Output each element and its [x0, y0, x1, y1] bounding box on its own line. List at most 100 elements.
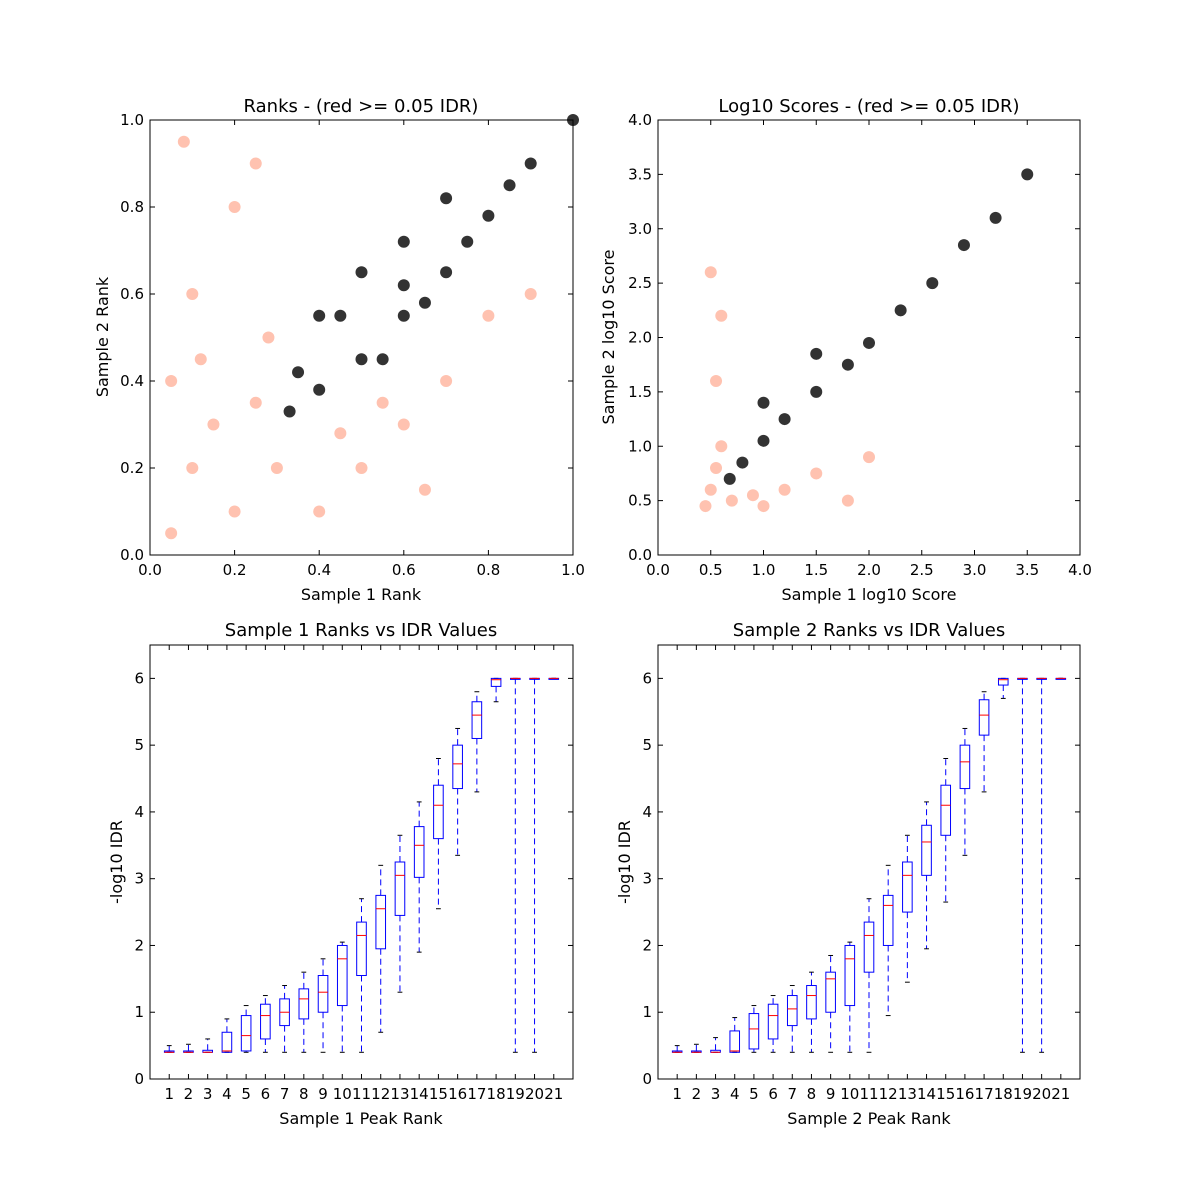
x-tick-label: 1.5	[804, 561, 828, 579]
pass-point	[440, 266, 453, 279]
ranks-y-axis-ticks: 0.0 0.2 0.4 0.6 0.8 1.0	[120, 111, 573, 564]
y-tick-label: 3.5	[628, 165, 652, 183]
pass-point	[863, 336, 875, 349]
box	[863, 921, 875, 973]
sample2-idr-x-label: Sample 2 Peak Rank	[787, 1109, 951, 1128]
y-tick-label: 0.4	[120, 372, 144, 390]
pass-point	[957, 239, 970, 252]
x-tick-label: 3	[203, 1085, 213, 1103]
sample1-idr-y-ticks: 0 1 2 3 4 5 6	[134, 669, 573, 1088]
x-tick-label: 17	[467, 1085, 486, 1103]
y-tick-label: 3	[642, 870, 652, 888]
pass-point	[482, 209, 495, 222]
box	[240, 1015, 252, 1052]
fail-point	[715, 440, 728, 453]
fail-point	[165, 527, 178, 540]
ranks-x-axis-ticks: 0.0 0.2 0.4 0.6 0.8 1.0	[138, 120, 585, 579]
x-tick-label: 3.0	[963, 561, 987, 579]
y-tick-label: 2.0	[628, 329, 652, 347]
pass-point	[313, 309, 326, 322]
fail-point	[699, 500, 712, 513]
sample2-idr-x-ticks: 1 2 3 4 5 6 7 8 9 10 11 12 13 14 15 16 17 18 19 20 21	[672, 645, 1070, 1103]
ranks-plot-title: Ranks - (red >= 0.05 IDR)	[244, 96, 479, 117]
fail-point	[757, 500, 770, 513]
y-tick-label: 5	[642, 736, 652, 754]
x-tick-label: 10	[840, 1085, 859, 1103]
box	[978, 699, 990, 736]
fail-point	[704, 483, 717, 496]
x-tick-label: 2	[692, 1085, 702, 1103]
box	[729, 1030, 741, 1053]
x-tick-label: 21	[1051, 1085, 1070, 1103]
fail-point	[186, 462, 199, 474]
pass-point	[810, 385, 823, 398]
y-tick-label: 4.0	[628, 111, 652, 129]
fail-point	[710, 462, 723, 474]
x-tick-label: 6	[261, 1085, 271, 1103]
pass-point	[778, 413, 791, 426]
pass-point	[841, 358, 854, 371]
x-tick-label: 8	[299, 1085, 309, 1103]
pass-point	[757, 396, 770, 409]
pass-point	[926, 277, 939, 290]
y-tick-label: 2	[134, 936, 144, 954]
y-tick-label: 0.8	[120, 198, 144, 216]
x-tick-label: 11	[859, 1085, 878, 1103]
fail-point	[313, 505, 326, 518]
scores-scatter-panel: Log10 Scores - (red >= 0.05 IDR) 0.0 0.5 1…	[599, 96, 1092, 604]
box	[786, 995, 798, 1027]
sample1-idr-x-label: Sample 1 Peak Rank	[279, 1109, 443, 1128]
x-tick-label: 15	[936, 1085, 955, 1103]
box	[471, 701, 483, 739]
x-tick-label: 5	[749, 1085, 759, 1103]
y-tick-label: 1.0	[120, 111, 144, 129]
y-tick-label: 0	[642, 1070, 652, 1088]
scores-y-axis-ticks: 0.0 0.5 1.0 1.5 2.0 2.5 3.0 3.5 4.0	[628, 111, 1080, 564]
fail-point	[165, 375, 178, 387]
scores-y-axis-label: Sample 2 log10 Score	[599, 250, 618, 425]
box	[490, 677, 502, 687]
fail-point	[194, 353, 207, 366]
y-tick-label: 6	[134, 669, 144, 687]
fail-point	[249, 157, 262, 170]
y-tick-label: 1.0	[628, 437, 652, 455]
y-tick-label: 2.5	[628, 274, 652, 292]
pass-point	[810, 347, 823, 360]
pass-point	[397, 279, 410, 292]
x-tick-label: 12	[371, 1085, 390, 1103]
pass-point	[440, 192, 453, 205]
scores-plot-title: Log10 Scores - (red >= 0.05 IDR)	[718, 96, 1019, 117]
x-tick-label: 19	[1013, 1085, 1032, 1103]
x-tick-label: 7	[787, 1085, 797, 1103]
sample2-idr-y-ticks: 0 1 2 3 4 5 6	[642, 669, 1080, 1088]
fail-point	[207, 418, 220, 431]
box	[902, 861, 913, 913]
fail-point	[376, 396, 389, 409]
box	[317, 975, 329, 1013]
pass-point	[376, 353, 389, 366]
pass-point	[397, 309, 410, 322]
y-tick-label: 4	[134, 803, 144, 821]
pass-point	[461, 235, 474, 248]
y-tick-label: 3.0	[628, 220, 652, 238]
sample2-idr-boxes	[671, 677, 1067, 1053]
sample2-idr-y-label: -log10 IDR	[615, 820, 634, 904]
x-tick-label: 5	[241, 1085, 251, 1103]
box	[882, 894, 894, 946]
box	[375, 894, 387, 950]
box	[298, 988, 310, 1020]
x-tick-label: 1	[672, 1085, 682, 1103]
fail-point	[262, 331, 275, 344]
pass-point	[757, 434, 770, 447]
x-tick-label: 0.8	[476, 561, 500, 579]
fail-point	[746, 489, 759, 502]
box	[413, 826, 425, 878]
x-tick-label: 19	[506, 1085, 525, 1103]
y-tick-label: 0	[134, 1070, 144, 1088]
x-tick-label: 1.0	[561, 561, 585, 579]
sample2-idr-panel: Sample 2 Ranks vs IDR Values 1 2 3 4 5 6 7 8 9 10…	[615, 620, 1081, 1128]
box	[959, 744, 971, 790]
x-tick-label: 9	[826, 1085, 836, 1103]
fail-point	[355, 462, 368, 474]
